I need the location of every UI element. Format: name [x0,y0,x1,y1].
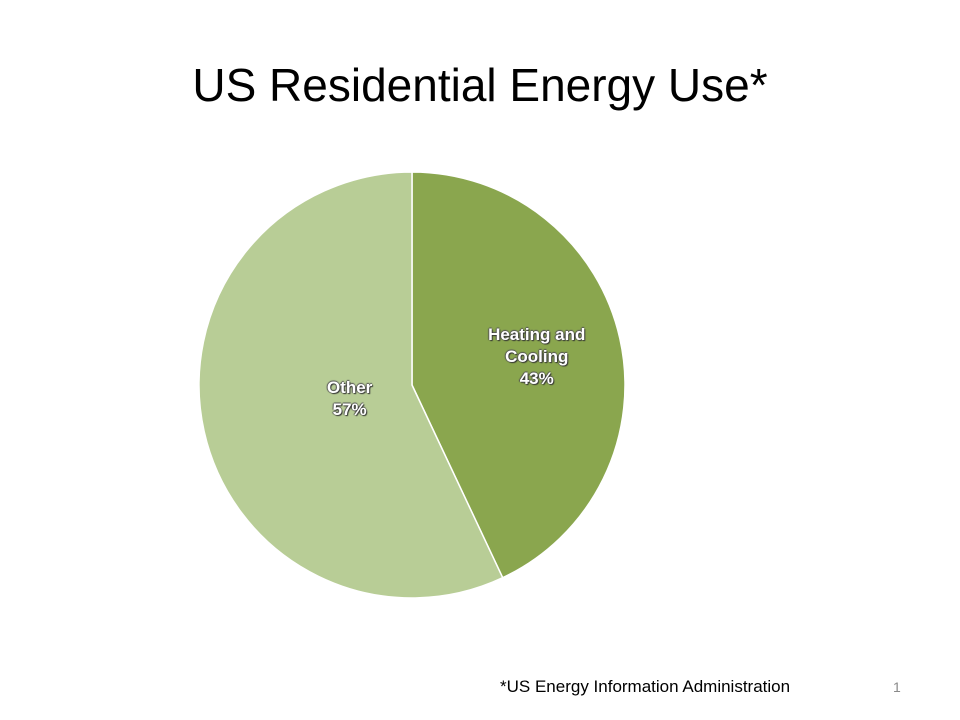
category-label: Other [326,377,373,397]
pie-slice [411,171,626,579]
slide-number: 1 [893,679,901,695]
chart-title: US Residential Energy Use* [192,59,768,111]
value-label: 43% [519,369,554,389]
slice-label: Heating and Cooling 43% [467,324,607,390]
value-label: 57% [332,399,367,419]
category-label: Heating and Cooling [488,325,586,367]
slice-label: Other 57% [280,377,420,421]
pie-slice [198,171,504,599]
footnote: *US Energy Information Administration [500,677,791,696]
